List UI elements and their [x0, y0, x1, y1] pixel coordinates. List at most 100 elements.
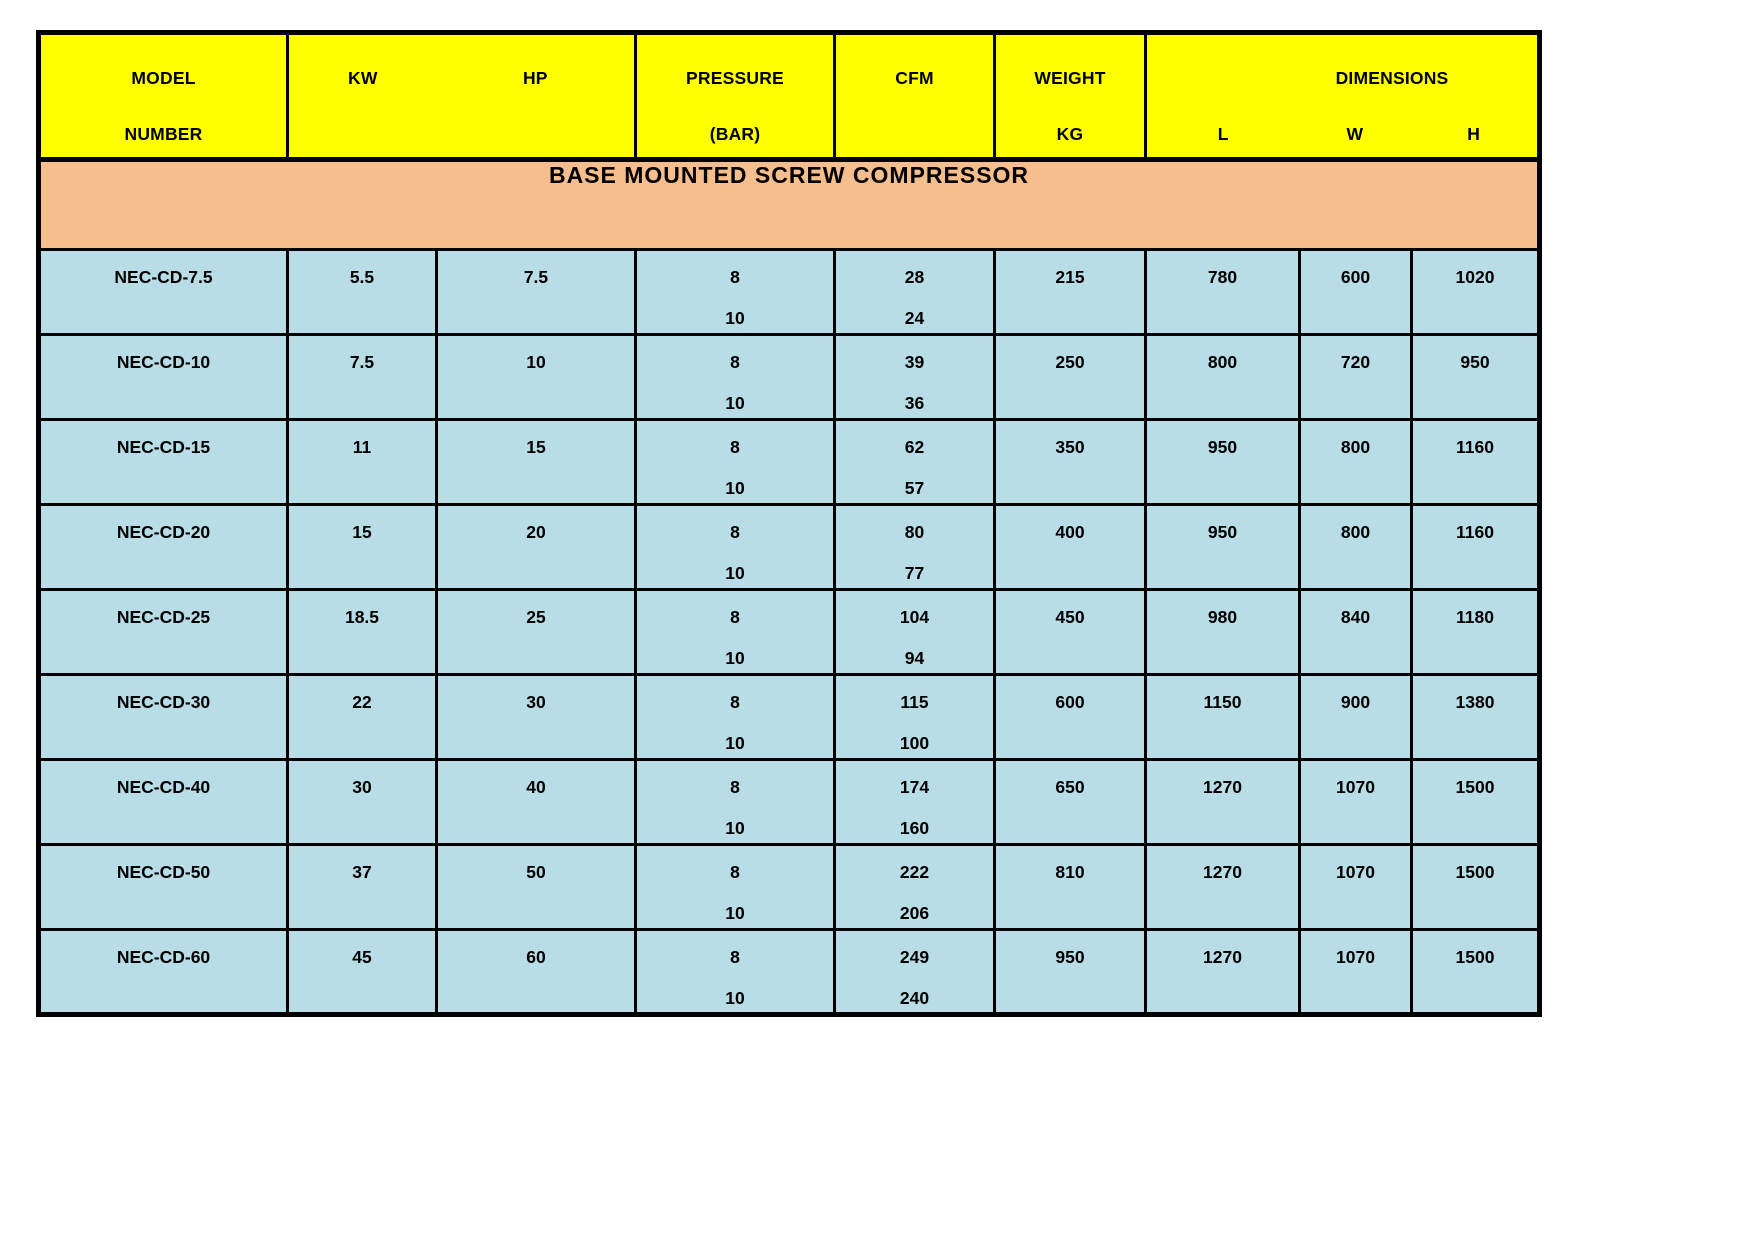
- cfm-value-1: 39: [904, 352, 925, 372]
- model-value: NEC-CD-7.5: [114, 267, 213, 287]
- pressure-value-2: 10: [725, 733, 745, 753]
- hp-value: 60: [526, 947, 546, 967]
- length-header-label: L: [1217, 124, 1229, 144]
- pressure-value-1: 8: [730, 607, 740, 627]
- weight-value: 950: [1055, 947, 1085, 967]
- weight-cell: 650: [993, 758, 1147, 846]
- pressure-cell: 8 10: [634, 333, 836, 421]
- kw-cell: 45: [286, 928, 438, 1016]
- pressure-cell: 8 10: [634, 503, 836, 591]
- weight-header-line2: KG: [1056, 124, 1084, 144]
- pressure-value-2: 10: [725, 563, 745, 583]
- width-cell: 840: [1298, 588, 1413, 676]
- hp-value: 7.5: [523, 267, 549, 287]
- height-value: 1180: [1456, 607, 1494, 627]
- weight-cell: 400: [993, 503, 1147, 591]
- table-row: NEC-CD-20 15 20 8 10 80 77 400 950 800 116…: [37, 503, 1541, 591]
- pressure-header-cell: PRESSURE (BAR): [637, 35, 833, 157]
- hp-cell: 7.5: [435, 248, 637, 336]
- weight-value: 600: [1055, 692, 1085, 712]
- width-cell: 900: [1298, 673, 1413, 761]
- height-value: 1160: [1456, 437, 1494, 457]
- kw-value: 18.5: [344, 607, 380, 627]
- length-value: 950: [1207, 437, 1238, 457]
- kw-value: 5.5: [349, 267, 375, 287]
- weight-header-line1: WEIGHT: [1034, 68, 1106, 88]
- height-cell: 1500: [1410, 928, 1541, 1016]
- length-cell: 800: [1144, 333, 1301, 421]
- weight-value: 810: [1055, 862, 1085, 882]
- weight-cell: 215: [993, 248, 1147, 336]
- cfm-value-1: 222: [899, 862, 930, 882]
- table-row: NEC-CD-7.5 5.5 7.5 8 10 28 24 215 780 600 …: [37, 248, 1541, 336]
- cfm-cell: 28 24: [833, 248, 996, 336]
- hp-value: 40: [526, 777, 546, 797]
- height-cell: 1500: [1410, 758, 1541, 846]
- pressure-cell: 8 10: [634, 928, 836, 1016]
- model-value: NEC-CD-10: [116, 352, 211, 372]
- cfm-value-1: 80: [904, 522, 925, 542]
- kw-value: 7.5: [349, 352, 375, 372]
- kw-cell: 30: [286, 758, 438, 846]
- hp-cell: 20: [435, 503, 637, 591]
- length-value: 800: [1207, 352, 1238, 372]
- hp-value: 30: [526, 692, 546, 712]
- length-value: 780: [1207, 267, 1238, 287]
- pressure-cell: 8 10: [634, 843, 836, 931]
- length-cell: 1270: [1144, 928, 1301, 1016]
- cfm-value-2: 206: [899, 903, 930, 923]
- model-cell: NEC-CD-40: [37, 758, 289, 846]
- cfm-value-1: 28: [904, 267, 925, 287]
- width-value: 840: [1340, 607, 1371, 627]
- length-value: 1150: [1203, 692, 1242, 712]
- height-cell: 1160: [1410, 503, 1541, 591]
- table-body: NEC-CD-7.5 5.5 7.5 8 10 28 24 215 780 600 …: [37, 248, 1541, 1016]
- width-cell: 1070: [1298, 843, 1413, 931]
- kw-cell: 7.5: [286, 333, 438, 421]
- hp-cell: 30: [435, 673, 637, 761]
- height-cell: 1160: [1410, 418, 1541, 506]
- width-value: 900: [1340, 692, 1371, 712]
- hp-value: 50: [526, 862, 546, 882]
- length-cell: 1270: [1144, 843, 1301, 931]
- table-row: NEC-CD-15 11 15 8 10 62 57 350 950 800 116…: [37, 418, 1541, 506]
- height-cell: 1180: [1410, 588, 1541, 676]
- cfm-value-2: 77: [904, 563, 925, 583]
- width-cell: 1070: [1298, 758, 1413, 846]
- cfm-cell: 39 36: [833, 333, 996, 421]
- pressure-value-1: 8: [730, 522, 740, 542]
- length-value: 1270: [1203, 947, 1242, 967]
- model-value: NEC-CD-15: [116, 437, 211, 457]
- model-value: NEC-CD-50: [116, 862, 211, 882]
- cfm-value-2: 24: [904, 308, 925, 328]
- hp-cell: 50: [435, 843, 637, 931]
- pressure-cell: 8 10: [634, 248, 836, 336]
- hp-value: 25: [526, 607, 546, 627]
- kw-cell: 37: [286, 843, 438, 931]
- dimensions-header-title: DIMENSIONS: [1335, 68, 1449, 88]
- lwh-labels: L W H: [1147, 124, 1537, 145]
- length-value: 1270: [1203, 862, 1242, 882]
- weight-cell: 950: [993, 928, 1147, 1016]
- table-row: NEC-CD-30 22 30 8 10 115 100 600 1150 900 …: [37, 673, 1541, 761]
- length-cell: 950: [1144, 418, 1301, 506]
- hp-cell: 40: [435, 758, 637, 846]
- pressure-value-1: 8: [730, 352, 740, 372]
- cfm-cell: 222 206: [833, 843, 996, 931]
- pressure-value-1: 8: [730, 947, 740, 967]
- model-value: NEC-CD-40: [116, 777, 211, 797]
- weight-value: 250: [1055, 352, 1085, 372]
- height-value: 1500: [1455, 862, 1495, 882]
- length-cell: 950: [1144, 503, 1301, 591]
- pressure-value-2: 10: [725, 478, 745, 498]
- cfm-value-1: 62: [904, 437, 925, 457]
- cfm-value-2: 160: [899, 818, 930, 838]
- height-value: 1020: [1455, 267, 1495, 287]
- weight-cell: 600: [993, 673, 1147, 761]
- width-value: 800: [1340, 522, 1371, 542]
- cfm-cell: 174 160: [833, 758, 996, 846]
- model-cell: NEC-CD-7.5: [37, 248, 289, 336]
- length-cell: 980: [1144, 588, 1301, 676]
- dimensions-header-cell: DIMENSIONS L W H: [1147, 35, 1537, 157]
- width-cell: 800: [1298, 418, 1413, 506]
